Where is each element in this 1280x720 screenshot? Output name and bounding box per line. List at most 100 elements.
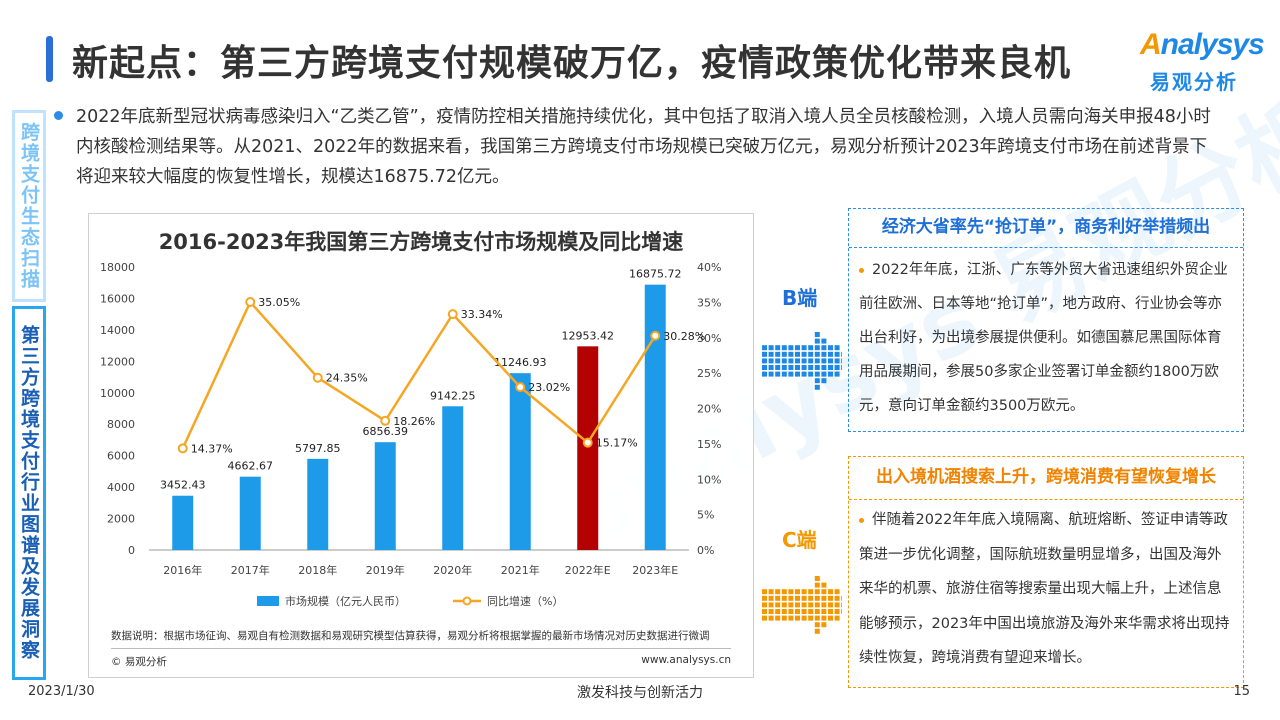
arrow-dot [788,609,794,614]
y-left-tick-label: 16000 [100,292,135,305]
x-tick-label: 2017年 [231,563,270,577]
arrow-dot [801,609,807,614]
sidebar-section-top[interactable]: 跨境支付生态扫描 [12,110,46,302]
growth-point [177,443,188,454]
x-tick-label: 2016年 [163,563,202,577]
sidebar-section-bottom[interactable]: 第三方跨境支付行业图谱及发展洞察 [12,306,46,680]
bar-value-label: 9142.25 [430,389,476,402]
arrow-dot [762,589,767,595]
c-side-label: C端 [782,528,817,552]
b-side-text: 2022年年底，江浙、广东等外贸大省迅速组织外贸企业前往欧洲、日本等地“抢订单”… [859,262,1228,414]
arrow-dot [808,371,814,377]
arrow-dot [814,615,820,621]
b-side-label: B端 [782,286,818,310]
arrow-dot [768,371,774,377]
arrow-dot [814,371,820,377]
arrow-dot [795,371,800,377]
arrow-dot [762,615,767,621]
arrow-dot [781,602,787,608]
arrow-dot [801,345,807,351]
c-side-panel: 出入境机酒搜索上升，跨境消费有望恢复增长 伴随着2022年年底入境隔离、航班熔断… [848,456,1244,688]
logo-wordmark-rest: nalysys [1160,28,1265,61]
arrow-dot [834,609,840,614]
arrow-dot [795,602,800,608]
chart-site-link[interactable]: www.analysys.cn [641,654,731,666]
chart-bar [644,284,666,550]
arrow-dot [775,371,781,377]
y-right-tick-label: 20% [697,403,721,416]
arrow-dot [808,609,814,614]
arrow-dot [788,371,794,377]
arrow-dot [814,365,820,370]
y-left-tick-label: 2000 [107,513,135,526]
arrow-dot [795,358,800,364]
growth-value-label: 33.34% [461,308,503,321]
chart-bar [509,373,531,550]
arrow-dot [768,615,774,621]
arrow-dot [781,365,787,370]
b-side-body: 2022年年底，江浙、广东等外贸大省迅速组织外贸企业前往欧洲、日本等地“抢订单”… [859,253,1235,423]
arrow-dot [768,595,774,601]
arrow-dot [834,358,840,364]
chart-data-note: 数据说明：根据市场征询、易观自有检测数据和易观研究模型估算获得，易观分析将根据掌… [111,630,710,642]
arrow-dot [775,589,781,595]
arrow-dot [795,595,800,601]
arrow-dot [795,609,800,614]
arrow-dot [808,602,814,608]
growth-value-label: 30.28% [663,330,705,343]
arrow-dot [814,345,820,351]
x-tick-label: 2019年 [366,563,405,577]
sidebar-section-bottom-label: 第三方跨境支付行业图谱及发展洞察 [18,325,40,661]
arrow-dot [788,595,794,601]
footer-date: 2023/1/30 [28,684,95,699]
arrow-dot [821,595,827,601]
arrow-dot [821,365,827,370]
arrow-dot [821,602,827,608]
arrow-dot [775,358,781,364]
arrow-dot [808,365,814,370]
arrow-dot [762,345,767,351]
arrow-dot [834,615,840,621]
growth-point [312,372,323,383]
bar-value-label: 6856.39 [363,425,409,438]
legend-line-marker [462,596,472,606]
arrow-dot [762,371,767,377]
legend-bar-swatch [257,596,279,606]
arrow-dot [781,609,787,614]
legend-line-label: 同比增速（%） [487,594,563,608]
y-right-tick-label: 15% [697,438,721,451]
arrow-dot [841,365,842,370]
growth-value-label: 35.05% [258,296,300,309]
arrow-dot [834,351,840,357]
bullet-icon [859,267,864,273]
arrow-dot [828,371,833,377]
arrow-dot [768,358,774,364]
arrow-dot [775,609,781,614]
arrow-dot [788,358,794,364]
arrow-dot [841,358,842,364]
bar-value-label: 16875.72 [629,268,682,281]
arrow-dot [801,371,807,377]
analysys-logo: Analysys 易观分析 [1132,28,1272,94]
growth-point [447,309,458,320]
footer-slogan: 激发科技与创新活力 [577,685,703,701]
arrow-dot [841,602,842,608]
page-number: 15 [1233,684,1250,699]
arrow-dot [768,602,774,608]
logo-wordmark: Analysys [1140,28,1265,62]
growth-value-label: 24.35% [326,372,368,385]
arrow-dot [834,589,840,595]
growth-point [582,437,593,448]
arrow-dot [814,622,820,628]
growth-value-label: 18.26% [393,415,435,428]
y-right-tick-label: 5% [697,509,714,522]
arrow-dot [834,365,840,370]
b-side-heading: 经济大省率先“抢订单”，商务利好举措频出 [881,217,1211,237]
b-side-divider [849,247,1243,248]
bar-value-label: 3452.43 [160,479,206,492]
arrow-dot [834,371,840,377]
arrow-dot [821,378,827,384]
market-chart: 2016-2023年我国第三方跨境支付市场规模及同比增速 0 2000 4000 60… [88,213,754,678]
chart-bar [442,406,464,550]
growth-line [181,299,657,449]
